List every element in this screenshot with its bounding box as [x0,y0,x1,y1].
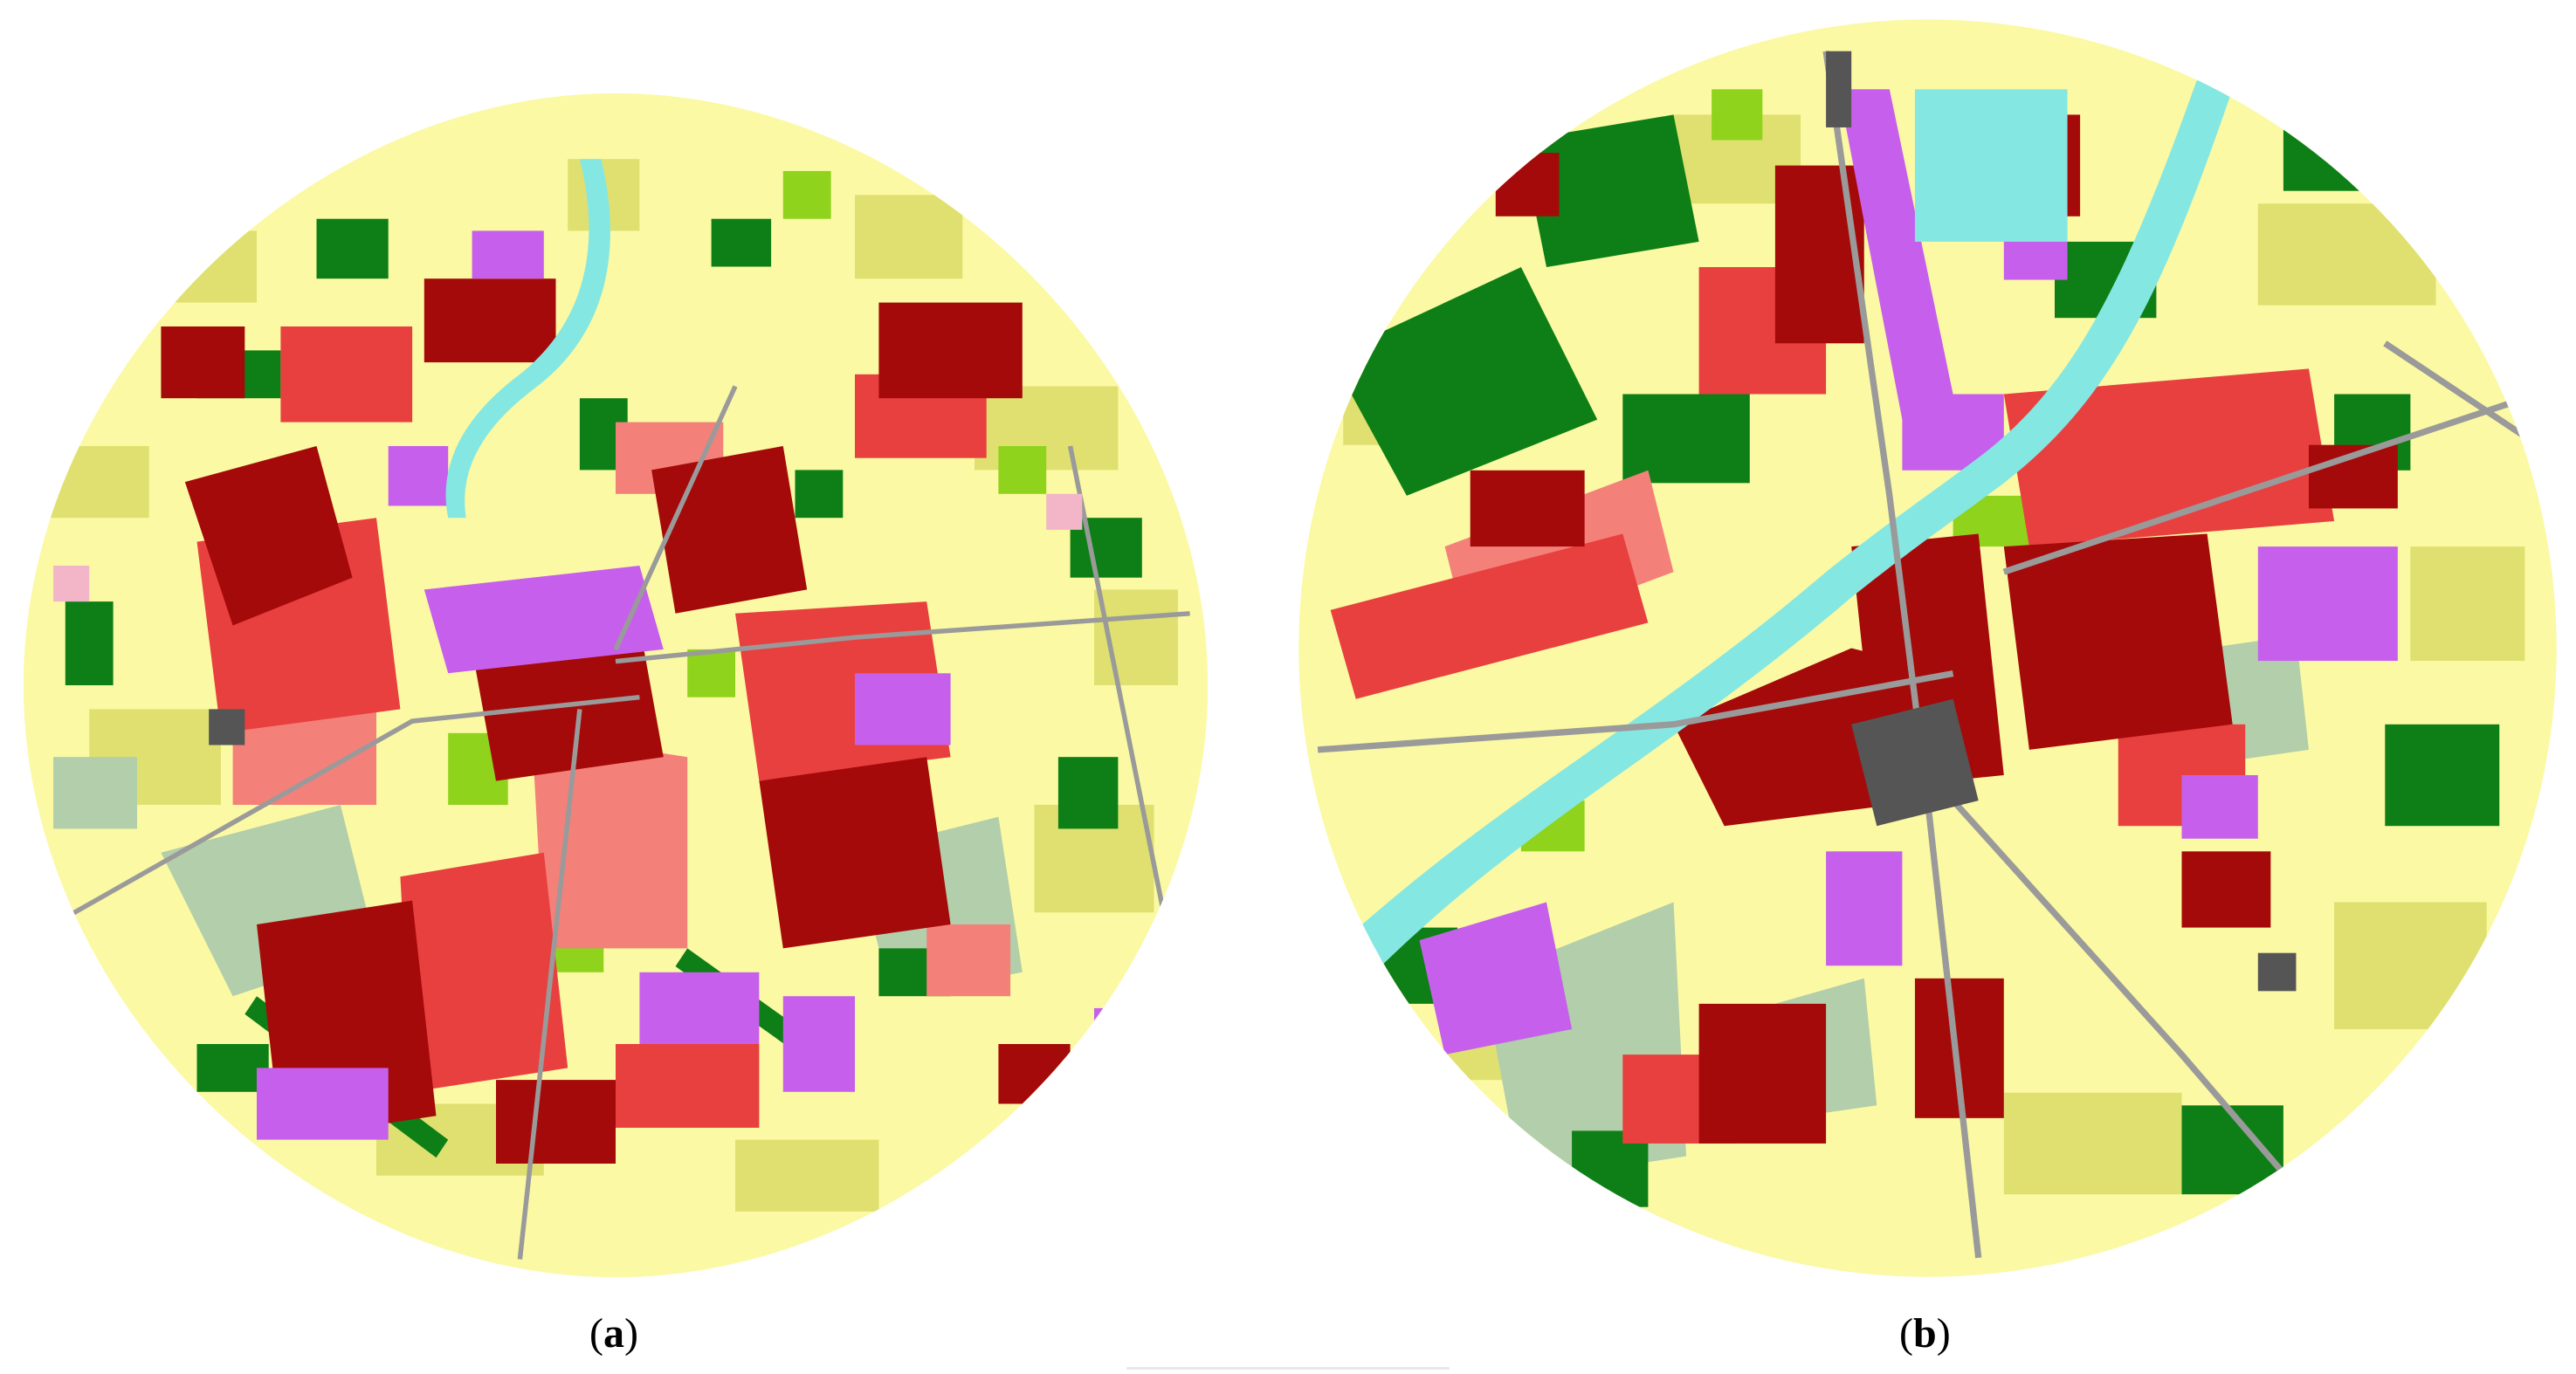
caption-a-letter: a [603,1310,624,1357]
caption-a: (a) [589,1309,638,1357]
industrial-commercial-areas [1419,89,2398,1055]
dark-infrastructure [1826,51,2297,992]
river [445,159,610,519]
caption-b-open: ( [1899,1310,1913,1357]
map-panel-b [1292,13,2563,1283]
caption-b-letter: b [1912,1310,1937,1357]
caption-a-close: ) [623,1310,638,1357]
land-use-map-b [1298,19,2557,1277]
misc-pink-areas [53,493,1083,602]
map-panel-a [17,87,1214,1283]
land-use-map-a [23,93,1209,1278]
roads [52,385,1190,1260]
industrial-commercial-areas [257,230,1154,1140]
bottom-divider [1126,1367,1450,1370]
roads [1317,51,2539,1259]
caption-b: (b) [1899,1309,1951,1357]
caption-a-open: ( [589,1310,603,1357]
river-and-water [1330,51,2246,979]
caption-b-close: ) [1936,1310,1951,1357]
